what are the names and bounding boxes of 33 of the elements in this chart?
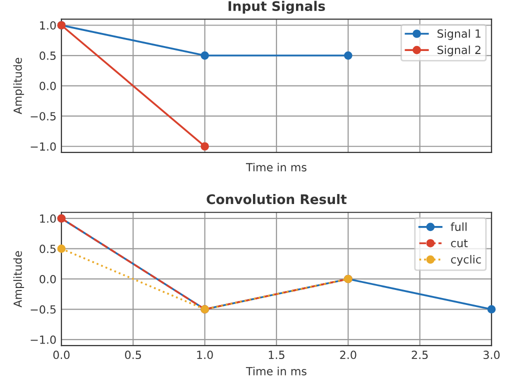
y-tick-label: 0.0 [40,82,56,90]
x-tick-label: 2.5 [412,350,428,360]
point [200,51,209,60]
x-tick-label: 0.0 [53,350,70,360]
point [487,305,496,314]
x-tick-label: 2.0 [340,350,356,360]
legend-label: Signal 1 [438,29,480,40]
point [57,244,66,253]
legend-label: full [450,222,467,231]
y-tick-label: −0.5 [30,305,56,314]
y-tick-label: −1.0 [30,336,56,344]
chart-title: Input Signals [228,0,325,14]
x-axis-title: Time in ms [246,366,306,376]
y-tick-label: 0.5 [40,244,56,254]
y-tick-label: −0.5 [30,112,56,120]
x-axis-title: Time in ms [246,162,306,172]
x-tick-label: 1.5 [268,350,284,360]
legend-label: cyclic [451,254,481,266]
y-tick-label: 0.5 [40,52,56,60]
y-tick-label: −1.0 [30,142,56,151]
y-tick-label: 1.0 [40,21,56,30]
chart-title: Convolution Result [206,194,347,204]
y-tick-label: 1.0 [40,214,56,223]
y-axis-title: Amplitude [13,251,24,308]
x-tick-label: 3.0 [484,350,500,360]
legend-label: Signal 2 [438,46,480,56]
legend-label: cut [451,239,468,248]
x-tick-label: 0.5 [125,350,141,360]
point [344,51,352,60]
x-tick-label: 1.0 [197,350,213,360]
y-axis-title: Amplitude [13,58,24,114]
point [200,142,209,151]
y-tick-label: 0.0 [40,274,56,284]
